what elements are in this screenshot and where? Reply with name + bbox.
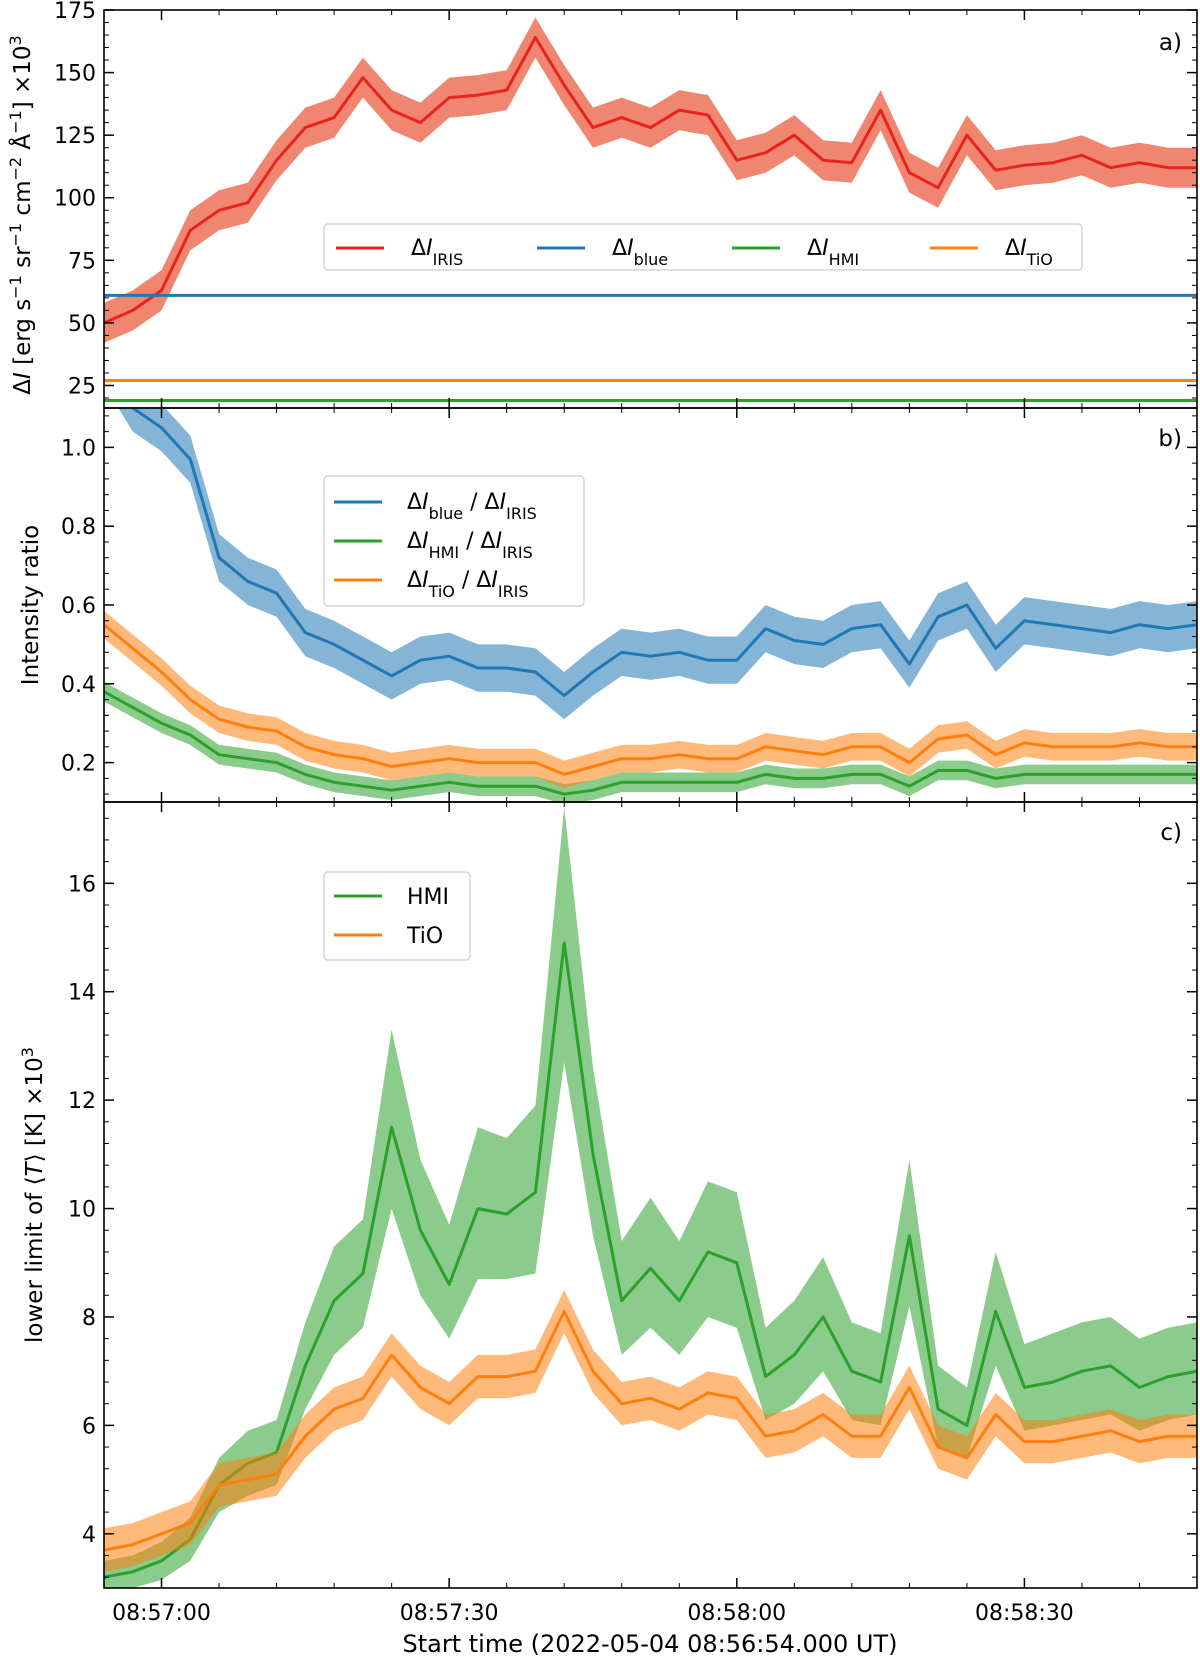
panel-c-ytick-label: 16 (68, 872, 96, 897)
panel-c-band-orange (104, 1289, 1197, 1572)
legend-entry-temp-green: HMI (407, 885, 449, 910)
panel-c-legend: HMI TiO (323, 871, 471, 961)
panel-c-band-green (104, 807, 1197, 1588)
panel-b-ticks: 0.2 0.4 0.6 0.8 1.0 (61, 408, 1198, 802)
panel-b-band-orange (104, 610, 1197, 789)
panel-a-ylabel: ΔI [erg s−1 sr−1 cm−2 Å−1] ×103 (6, 35, 37, 394)
panel-c-ticks: 4 6 8 10 12 14 16 (68, 802, 1198, 1588)
legend-entry-ratio-green: ΔIHMI / ΔIIRIS (407, 529, 533, 562)
panel-a-tag: a) (1159, 30, 1182, 56)
panel-b-legend: ΔIblue / ΔIIRIS ΔIHMI / ΔIIRIS ΔITiO / ΔII… (323, 475, 585, 607)
panel-b-series-orange (104, 623, 1197, 776)
x-axis-label: Start time (2022-05-04 08:56:54.000 UT) (402, 1630, 897, 1657)
panel-a-ytick-label: 150 (54, 62, 96, 87)
panel-c-ytick-label: 12 (68, 1089, 96, 1114)
panel-b-tag: b) (1158, 426, 1182, 452)
panel-b-ytick-label: 0.4 (61, 673, 96, 698)
panel-a-ytick-label: 25 (68, 374, 96, 399)
legend-entry-ratio-orange: ΔITiO / ΔIIRIS (407, 568, 529, 601)
x-tick-label: 08:57:30 (400, 1601, 499, 1626)
panel-b-ytick-label: 0.2 (61, 752, 96, 777)
panel-b-legend-box (323, 475, 585, 607)
x-tick-label: 08:58:30 (975, 1601, 1074, 1626)
panel-a-plot-area (104, 17, 1197, 402)
panel-b-series-green (104, 690, 1197, 796)
panel-c-ytick-label: 10 (68, 1198, 96, 1223)
panel-c-temperature: 4 6 8 10 12 14 16 c) lower limit of ⟨T⟩ [K] ×1… (18, 801, 1198, 1589)
legend-entry-temp-orange: TiO (406, 924, 443, 949)
panel-a-legend-box (323, 223, 1083, 271)
legend-entry-iris: ΔIIRIS (411, 236, 463, 269)
panel-c-frame (103, 801, 1198, 1589)
panel-c-plot-area (104, 807, 1197, 1588)
panel-b-series-blue (131, 408, 1197, 698)
panel-a-band-iris (104, 17, 1197, 343)
panel-b-ytick-label: 1.0 (61, 436, 96, 461)
panel-b-ytick-label: 0.8 (61, 515, 96, 540)
panel-b-ytick-label: 0.6 (61, 594, 96, 619)
panel-b-ylabel: Intensity ratio (18, 525, 44, 685)
panel-a-legend: ΔIIRIS ΔIblue ΔIHMI ΔITiO (323, 223, 1083, 271)
panel-c-series-green (104, 941, 1197, 1579)
panel-b-band-blue (118, 408, 1197, 720)
legend-entry-orange: ΔITiO (1005, 236, 1053, 269)
legend-entry-ratio-blue: ΔIblue / ΔIIRIS (407, 490, 537, 523)
panel-a-ticks: 25 50 75 100 125 150 175 (54, 0, 1198, 408)
panel-b-intensity-ratio: 0.2 0.4 0.6 0.8 1.0 b) Intensity ratio ΔIblu… (18, 407, 1198, 803)
panel-a-series-iris (104, 36, 1197, 325)
panel-b-band-green (104, 681, 1197, 802)
panel-a-ytick-label: 175 (54, 0, 96, 24)
panel-c-ytick-label: 6 (82, 1414, 96, 1439)
x-tick-label: 08:58:00 (687, 1601, 786, 1626)
legend-entry-blue: ΔIblue (612, 236, 668, 269)
legend-entry-green: ΔIHMI (807, 236, 859, 269)
panel-a-ytick-label: 125 (54, 124, 96, 149)
panel-c-tag: c) (1160, 820, 1182, 846)
panel-c-ylabel: lower limit of ⟨T⟩ [K] ×103 (18, 1047, 49, 1343)
panel-b-plot-area (104, 408, 1197, 802)
panel-c-series-orange (104, 1310, 1197, 1552)
panel-a-ytick-label: 50 (68, 312, 96, 337)
panel-a-ytick-label: 75 (68, 249, 96, 274)
x-tick-labels: 08:57:00 08:57:30 08:58:00 08:58:30 (112, 1601, 1074, 1626)
x-tick-label: 08:57:00 (112, 1601, 211, 1626)
panel-a-intensity-difference: 25 50 75 100 125 150 175 a) ΔI [erg s−1 sr−1 c… (6, 0, 1198, 409)
panel-c-ytick-label: 8 (82, 1306, 96, 1331)
panel-c-ytick-label: 14 (68, 981, 96, 1006)
panel-a-ytick-label: 100 (54, 187, 96, 212)
panel-c-legend-box (323, 871, 471, 961)
panel-c-ytick-label: 4 (82, 1523, 96, 1548)
